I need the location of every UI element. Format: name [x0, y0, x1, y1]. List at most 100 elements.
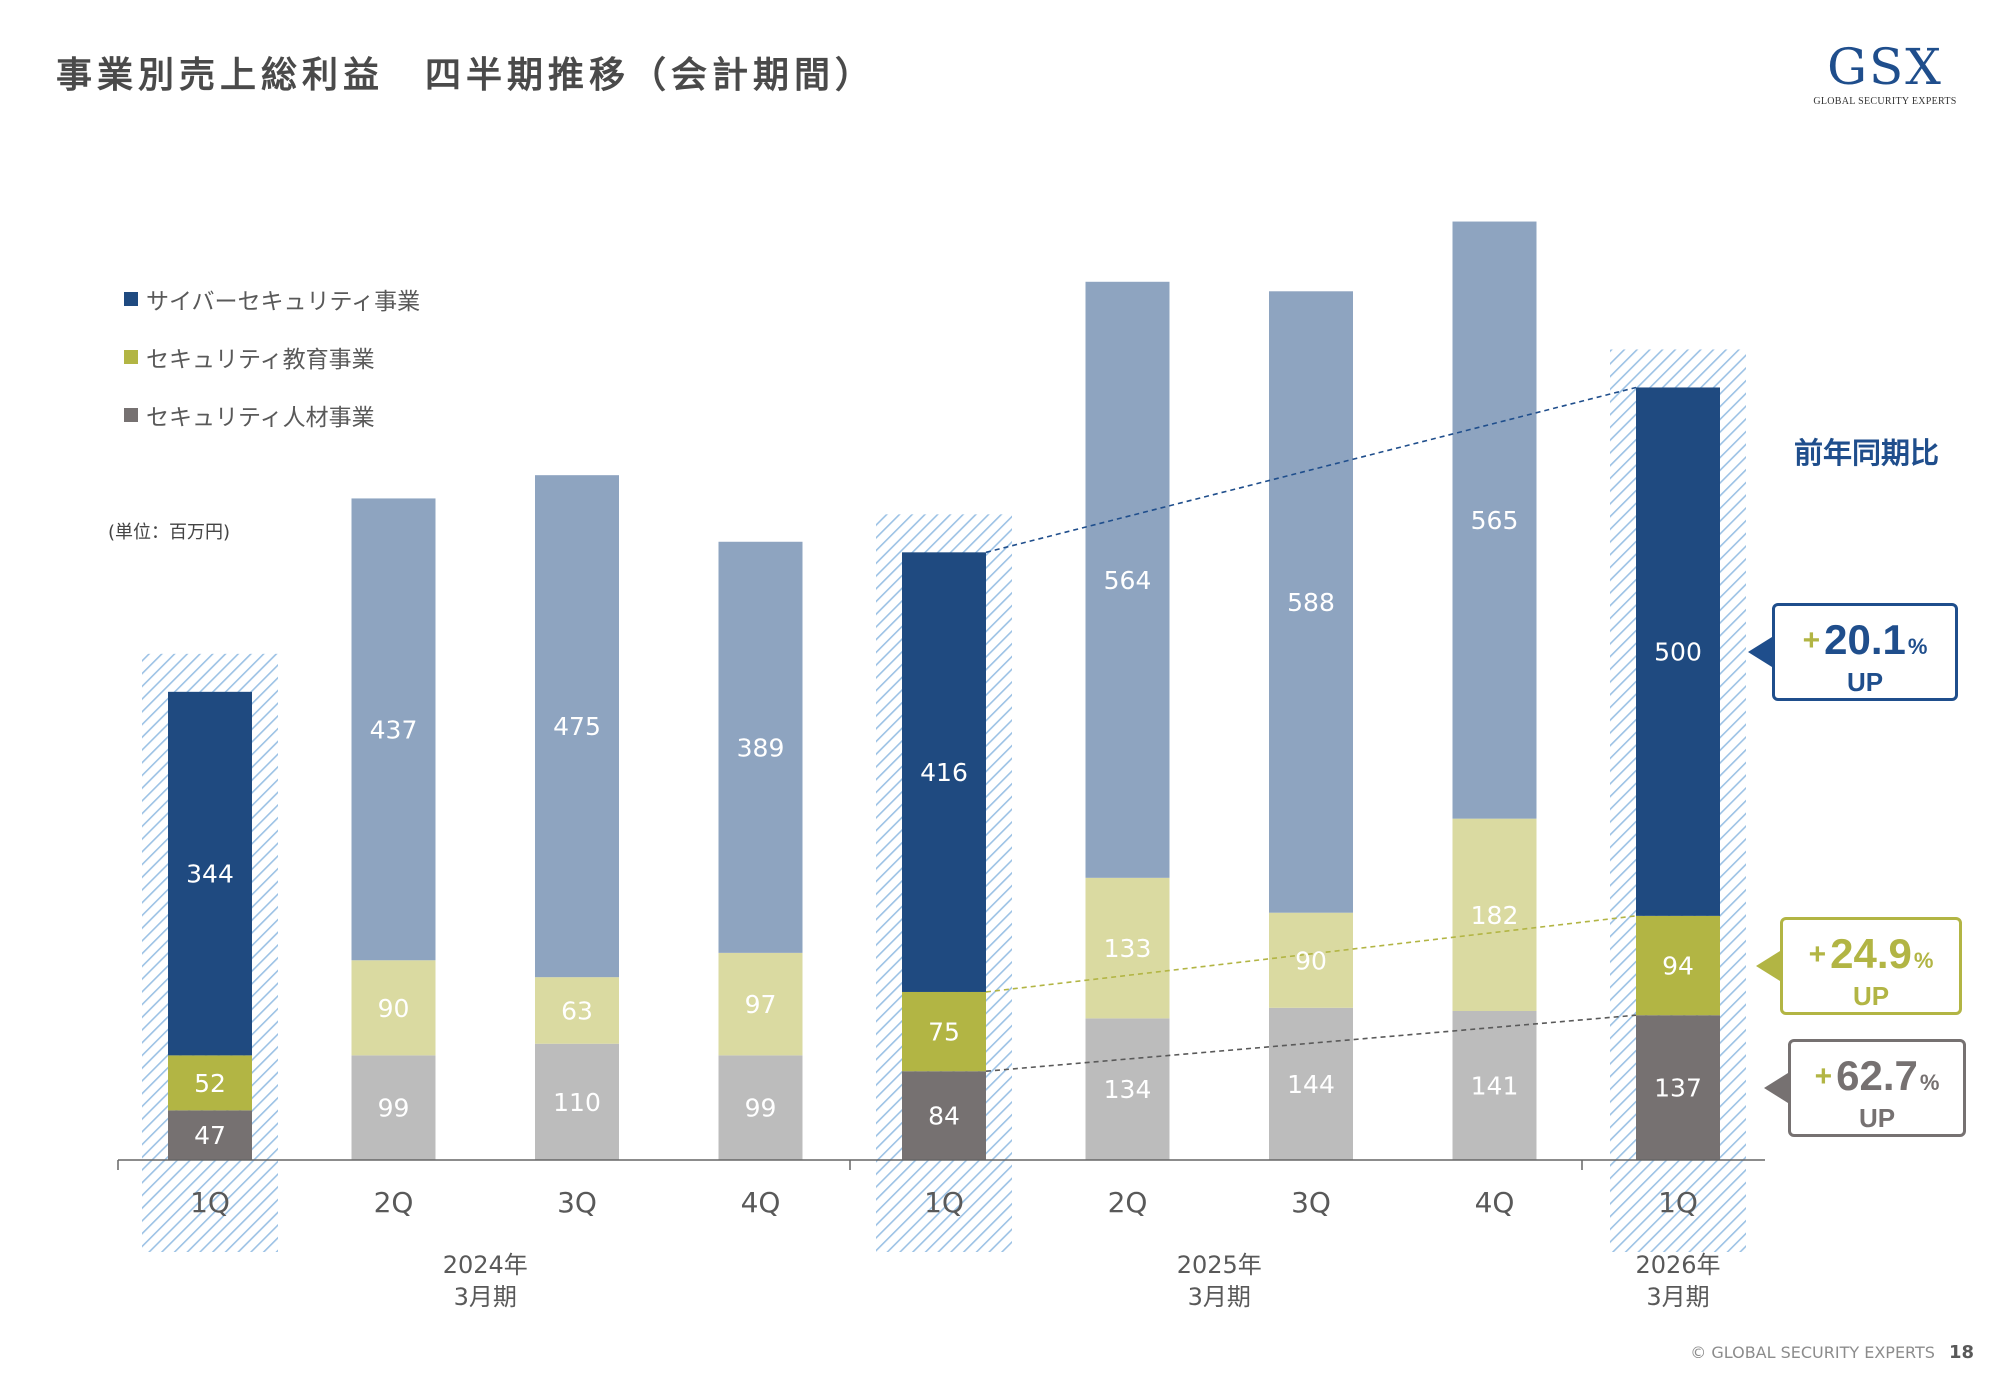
data-label: 565	[1471, 506, 1519, 535]
plus-sign: +	[1814, 1059, 1833, 1093]
percent-sign: %	[1907, 633, 1928, 659]
data-label: 137	[1654, 1074, 1702, 1103]
callout-arrow	[1756, 950, 1780, 981]
x-tick-label: 1Q	[1658, 1186, 1698, 1219]
bar-cyber	[1636, 387, 1720, 916]
data-label: 97	[745, 990, 777, 1019]
chart-legend: サイバーセキュリティ事業 セキュリティ教育事業 セキュリティ人材事業	[124, 270, 420, 444]
bar-hr	[535, 1043, 619, 1160]
callout-cyber-growth: +20.1% UP	[1748, 602, 1958, 701]
legend-swatch-education	[124, 350, 138, 364]
bar-edu	[1452, 818, 1537, 1011]
gsx-logo: GSX GLOBAL SECURITY EXPERTS	[1810, 38, 1960, 107]
unit-label: (単位：百万円)	[108, 522, 231, 543]
group-label: 2026年	[1635, 1251, 1720, 1279]
data-label: 437	[370, 715, 418, 744]
data-label: 389	[737, 733, 785, 762]
logo-mark: GSX	[1827, 38, 1943, 96]
data-label: 134	[1104, 1075, 1152, 1104]
legend-item-cyber: サイバーセキュリティ事業	[124, 270, 420, 328]
growth-value: 62.7	[1836, 1051, 1918, 1099]
bar-hr	[168, 1110, 252, 1160]
x-tick-label: 1Q	[190, 1186, 230, 1219]
legend-item-hr: セキュリティ人材事業	[124, 386, 420, 444]
footer: © GLOBAL SECURITY EXPERTS 18	[1690, 1342, 1974, 1363]
bar-hr	[1452, 1010, 1537, 1160]
group-label: 2025年	[1177, 1251, 1262, 1279]
data-label: 99	[745, 1094, 777, 1123]
logo-subtitle: GLOBAL SECURITY EXPERTS	[1813, 96, 1957, 107]
bar-edu	[1085, 877, 1170, 1019]
data-label: 500	[1654, 638, 1702, 667]
data-label: 133	[1104, 934, 1152, 963]
legend-swatch-hr	[124, 408, 138, 422]
legend-item-education: セキュリティ教育事業	[124, 328, 420, 386]
x-tick-label: 4Q	[741, 1186, 781, 1219]
data-label: 588	[1287, 588, 1335, 617]
data-label: 75	[928, 1018, 960, 1047]
data-label: 52	[194, 1069, 226, 1098]
legend-label-hr: セキュリティ人材事業	[146, 405, 375, 431]
percent-sign: %	[1919, 1069, 1940, 1095]
bar-edu	[718, 952, 803, 1056]
bar-edu	[902, 991, 986, 1072]
callout-hr-growth: +62.7% UP	[1764, 1038, 1966, 1137]
bar-edu	[1269, 912, 1353, 1008]
up-text: UP	[1846, 666, 1884, 697]
bar-cyber	[1269, 291, 1353, 913]
data-label: 90	[378, 994, 410, 1023]
page-number: 18	[1948, 1342, 1974, 1363]
up-text: UP	[1852, 980, 1890, 1011]
callout-arrow	[1764, 1072, 1788, 1103]
group-label: 3月期	[1188, 1283, 1251, 1311]
copyright: © GLOBAL SECURITY EXPERTS	[1690, 1343, 1935, 1362]
group-label: 3月期	[454, 1283, 517, 1311]
bar-cyber	[168, 691, 252, 1056]
x-axis: 1Q 2Q 3Q 4Q 1Q 2Q 3Q 4Q 1Q 2024年 3月期 2025年 3月期 2026年 3…	[117, 1159, 1765, 1311]
bar-edu	[351, 960, 436, 1056]
x-tick-label: 3Q	[1291, 1186, 1331, 1219]
data-label: 94	[1662, 952, 1694, 981]
data-label: 84	[928, 1102, 960, 1131]
bar-cyber	[535, 475, 619, 978]
percent-sign: %	[1913, 947, 1934, 973]
bar-hr	[718, 1055, 803, 1160]
bar-edu	[535, 977, 619, 1044]
callout-arrow	[1748, 636, 1772, 667]
growth-value: 20.1	[1824, 615, 1906, 663]
data-label: 564	[1104, 566, 1152, 595]
data-label: 475	[553, 712, 601, 741]
bar-cyber	[718, 541, 803, 953]
yoy-connector-hr	[985, 1014, 1637, 1073]
legend-swatch-cyber	[124, 292, 138, 306]
legend-label-cyber: サイバーセキュリティ事業	[146, 289, 421, 315]
yoy-connectors	[985, 386, 1637, 1073]
data-label: 182	[1471, 901, 1519, 930]
legend-label-education: セキュリティ教育事業	[146, 347, 375, 373]
page-title: 事業別売上総利益 四半期推移（会計期間）	[56, 55, 877, 96]
data-label: 344	[186, 860, 234, 889]
value-labels: 47 52 344 99 90 437 110 63 475 99 97 389 84 75 416 134 1…	[186, 506, 1702, 1150]
callout-education-growth: +24.9% UP	[1756, 916, 1962, 1015]
bar-cyber	[351, 498, 436, 961]
growth-value: 24.9	[1830, 929, 1912, 977]
data-label: 110	[553, 1088, 601, 1117]
bar-hr	[1636, 1015, 1720, 1160]
bar-cyber	[902, 552, 986, 992]
bar-edu	[168, 1055, 252, 1111]
up-text: UP	[1858, 1102, 1896, 1133]
plus-sign: +	[1802, 623, 1821, 657]
bar-hr	[902, 1071, 986, 1160]
x-tick-label: 4Q	[1475, 1186, 1515, 1219]
data-label: 416	[920, 758, 968, 787]
bar-hr	[351, 1055, 436, 1160]
yoy-connector-cyber	[985, 386, 1637, 554]
data-label: 144	[1287, 1070, 1335, 1099]
bar-cyber	[1452, 221, 1537, 819]
bar-hr	[1269, 1007, 1353, 1160]
data-label: 141	[1471, 1071, 1519, 1100]
data-label: 47	[194, 1121, 226, 1150]
data-label: 63	[561, 996, 593, 1025]
x-tick-label: 1Q	[924, 1186, 964, 1219]
